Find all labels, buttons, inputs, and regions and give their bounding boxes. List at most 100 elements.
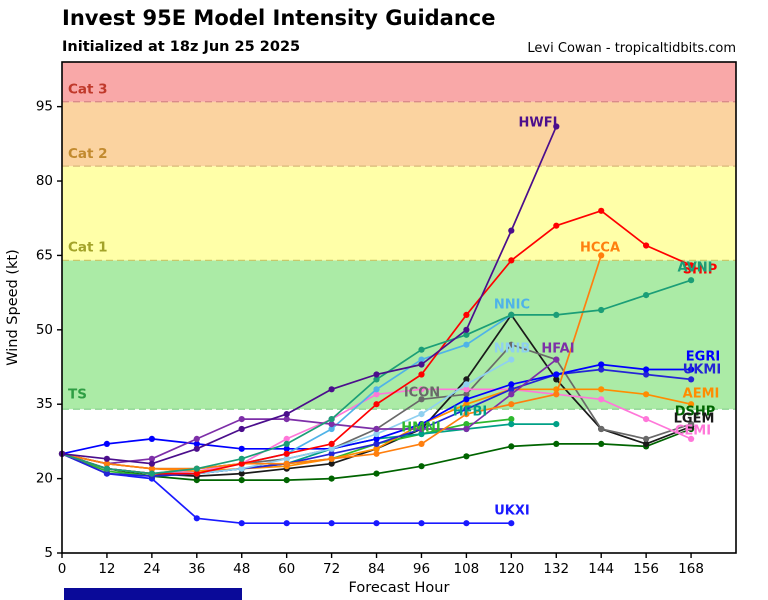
series-marker-HFAI-h132 bbox=[553, 356, 560, 363]
series-marker-HCCA-h132 bbox=[553, 391, 560, 398]
series-marker-AEMI-h156 bbox=[643, 391, 650, 398]
series-marker-DSHP-h120 bbox=[508, 443, 515, 450]
series-marker-UKXI-h96 bbox=[418, 520, 425, 527]
band-cat2 bbox=[62, 101, 736, 167]
series-marker-DSHP-h72 bbox=[328, 475, 335, 482]
series-marker-HCCA-h60 bbox=[283, 460, 290, 467]
series-line-HFAI bbox=[61, 358, 557, 465]
series-marker-HWFI-h108 bbox=[463, 326, 470, 333]
series-marker-HCCA-h120 bbox=[508, 401, 515, 408]
series-marker-AVNI-h60 bbox=[283, 440, 290, 447]
series-marker-AVNI-h84 bbox=[373, 376, 380, 383]
series-marker-HFAI-h24 bbox=[148, 455, 155, 462]
y-tick-label-35: 35 bbox=[36, 396, 53, 412]
series-label-HWFI: HWFI bbox=[519, 116, 558, 131]
band-label-cat2: Cat 2 bbox=[68, 146, 108, 162]
y-tick-label-50: 50 bbox=[36, 322, 53, 338]
series-marker-DSHP-h96 bbox=[418, 463, 425, 470]
series-marker-HFAI-h120 bbox=[508, 391, 515, 398]
series-marker-AEMI-h144 bbox=[598, 386, 605, 393]
series-marker-SHIP-h120 bbox=[508, 257, 515, 264]
series-marker-UKXI-h84 bbox=[373, 520, 380, 527]
x-tick-label-84: 84 bbox=[368, 561, 385, 577]
series-label-EGRI: EGRI bbox=[686, 350, 720, 365]
band-cat3 bbox=[62, 62, 736, 102]
series-label-CEMI: CEMI bbox=[675, 424, 711, 439]
series-marker-HWFI-h132 bbox=[553, 123, 560, 130]
series-marker-UKMI-h72 bbox=[328, 450, 335, 457]
series-marker-EGRI-h60 bbox=[283, 445, 290, 452]
series-marker-EGRI-h96 bbox=[418, 421, 425, 428]
series-marker-HWFI-h36 bbox=[193, 445, 200, 452]
series-marker-UKXI-h108 bbox=[463, 520, 470, 527]
series-marker-HCCA-h96 bbox=[418, 440, 425, 447]
series-marker-EGRI-h36 bbox=[193, 440, 200, 447]
series-marker-EGRI-h156 bbox=[643, 366, 650, 373]
series-marker-UKMI-h108 bbox=[463, 406, 470, 413]
series-marker-HCCA-h72 bbox=[328, 455, 335, 462]
series-marker-HFBI-h96 bbox=[418, 430, 425, 438]
series-label-AVNI: AVNI bbox=[678, 261, 713, 276]
series-marker-HWFI-h24 bbox=[148, 460, 155, 467]
y-tick-label-20: 20 bbox=[36, 471, 53, 487]
series-marker-DSHP-h60 bbox=[283, 477, 290, 484]
series-marker-HCCA-h24 bbox=[148, 465, 155, 472]
x-tick-label-108: 108 bbox=[454, 561, 480, 577]
series-marker-UKMI-h144 bbox=[598, 366, 605, 373]
progress-bar bbox=[64, 588, 242, 600]
x-tick-label-96: 96 bbox=[413, 561, 430, 577]
series-marker-AVNI-h36 bbox=[193, 465, 200, 472]
series-marker-AVNI-h108 bbox=[463, 331, 470, 338]
series-marker-HWFI-h120 bbox=[508, 227, 515, 234]
series-marker-SHIP-h72 bbox=[328, 440, 335, 447]
series-marker-AVNI-h120 bbox=[508, 311, 515, 318]
series-marker-SHIP-h168 bbox=[688, 262, 695, 269]
series-marker-SHIP-h96 bbox=[418, 371, 425, 378]
series-marker-NNIC-h84 bbox=[373, 386, 380, 393]
series-marker-AVNI-h24 bbox=[148, 470, 155, 477]
series-marker-NNIB-h84 bbox=[373, 430, 380, 438]
series-marker-CEMI-h84 bbox=[373, 391, 380, 398]
series-marker-HFAI-h36 bbox=[193, 435, 200, 442]
series-marker-HCCA-h84 bbox=[373, 450, 380, 457]
series-marker-SHIP-h84 bbox=[373, 401, 380, 408]
series-marker-LGEM-h72 bbox=[328, 460, 335, 467]
series-marker-EGRI-h120 bbox=[508, 381, 515, 388]
series-marker-HFAI-h96 bbox=[418, 425, 425, 433]
series-marker-HFAI-h108 bbox=[463, 425, 470, 433]
band-label-cat1: Cat 1 bbox=[68, 239, 108, 255]
series-label-HMNI: HMNI bbox=[401, 421, 441, 436]
series-marker-NNIB-h120 bbox=[508, 356, 515, 363]
series-marker-EGRI-h48 bbox=[238, 445, 245, 452]
series-marker-NNIC-h96 bbox=[418, 356, 425, 363]
x-tick-label-60: 60 bbox=[278, 561, 295, 577]
series-label-HCCA: HCCA bbox=[580, 241, 620, 256]
series-marker-NNIB-h60 bbox=[283, 455, 290, 462]
series-marker-CEMI-h168 bbox=[688, 435, 695, 442]
series-marker-UKMI-h84 bbox=[373, 440, 380, 447]
series-marker-HWFI-h72 bbox=[328, 386, 335, 393]
series-label-LGEM: LGEM bbox=[674, 412, 715, 427]
series-marker-HCCA-h108 bbox=[463, 411, 470, 418]
series-marker-AEMI-h108 bbox=[463, 401, 470, 408]
series-marker-AVNI-h72 bbox=[328, 416, 335, 423]
x-tick-label-132: 132 bbox=[543, 561, 569, 577]
series-label-DSHP: DSHP bbox=[675, 405, 716, 420]
series-label-NNIB: NNIB bbox=[494, 342, 531, 357]
series-marker-ICON-h120 bbox=[508, 341, 515, 348]
series-marker-HFBI-h120 bbox=[508, 421, 515, 428]
band-label-ts: TS bbox=[68, 386, 87, 402]
series-label-ICON: ICON bbox=[404, 386, 440, 401]
series-marker-SHIP-h108 bbox=[463, 311, 470, 318]
x-tick-label-168: 168 bbox=[678, 561, 704, 577]
series-marker-DSHP-h84 bbox=[373, 470, 380, 477]
series-marker-HWFI-h84 bbox=[373, 371, 380, 378]
series-marker-SHIP-h132 bbox=[553, 222, 560, 229]
series-marker-UKXI-h48 bbox=[238, 520, 245, 527]
series-marker-UKXI-h72 bbox=[328, 520, 335, 527]
series-marker-EGRI-h168 bbox=[688, 366, 695, 373]
series-marker-NNIB-h48 bbox=[238, 465, 245, 472]
series-marker-EGRI-h12 bbox=[103, 440, 110, 447]
series-marker-NNIC-h108 bbox=[463, 341, 470, 348]
